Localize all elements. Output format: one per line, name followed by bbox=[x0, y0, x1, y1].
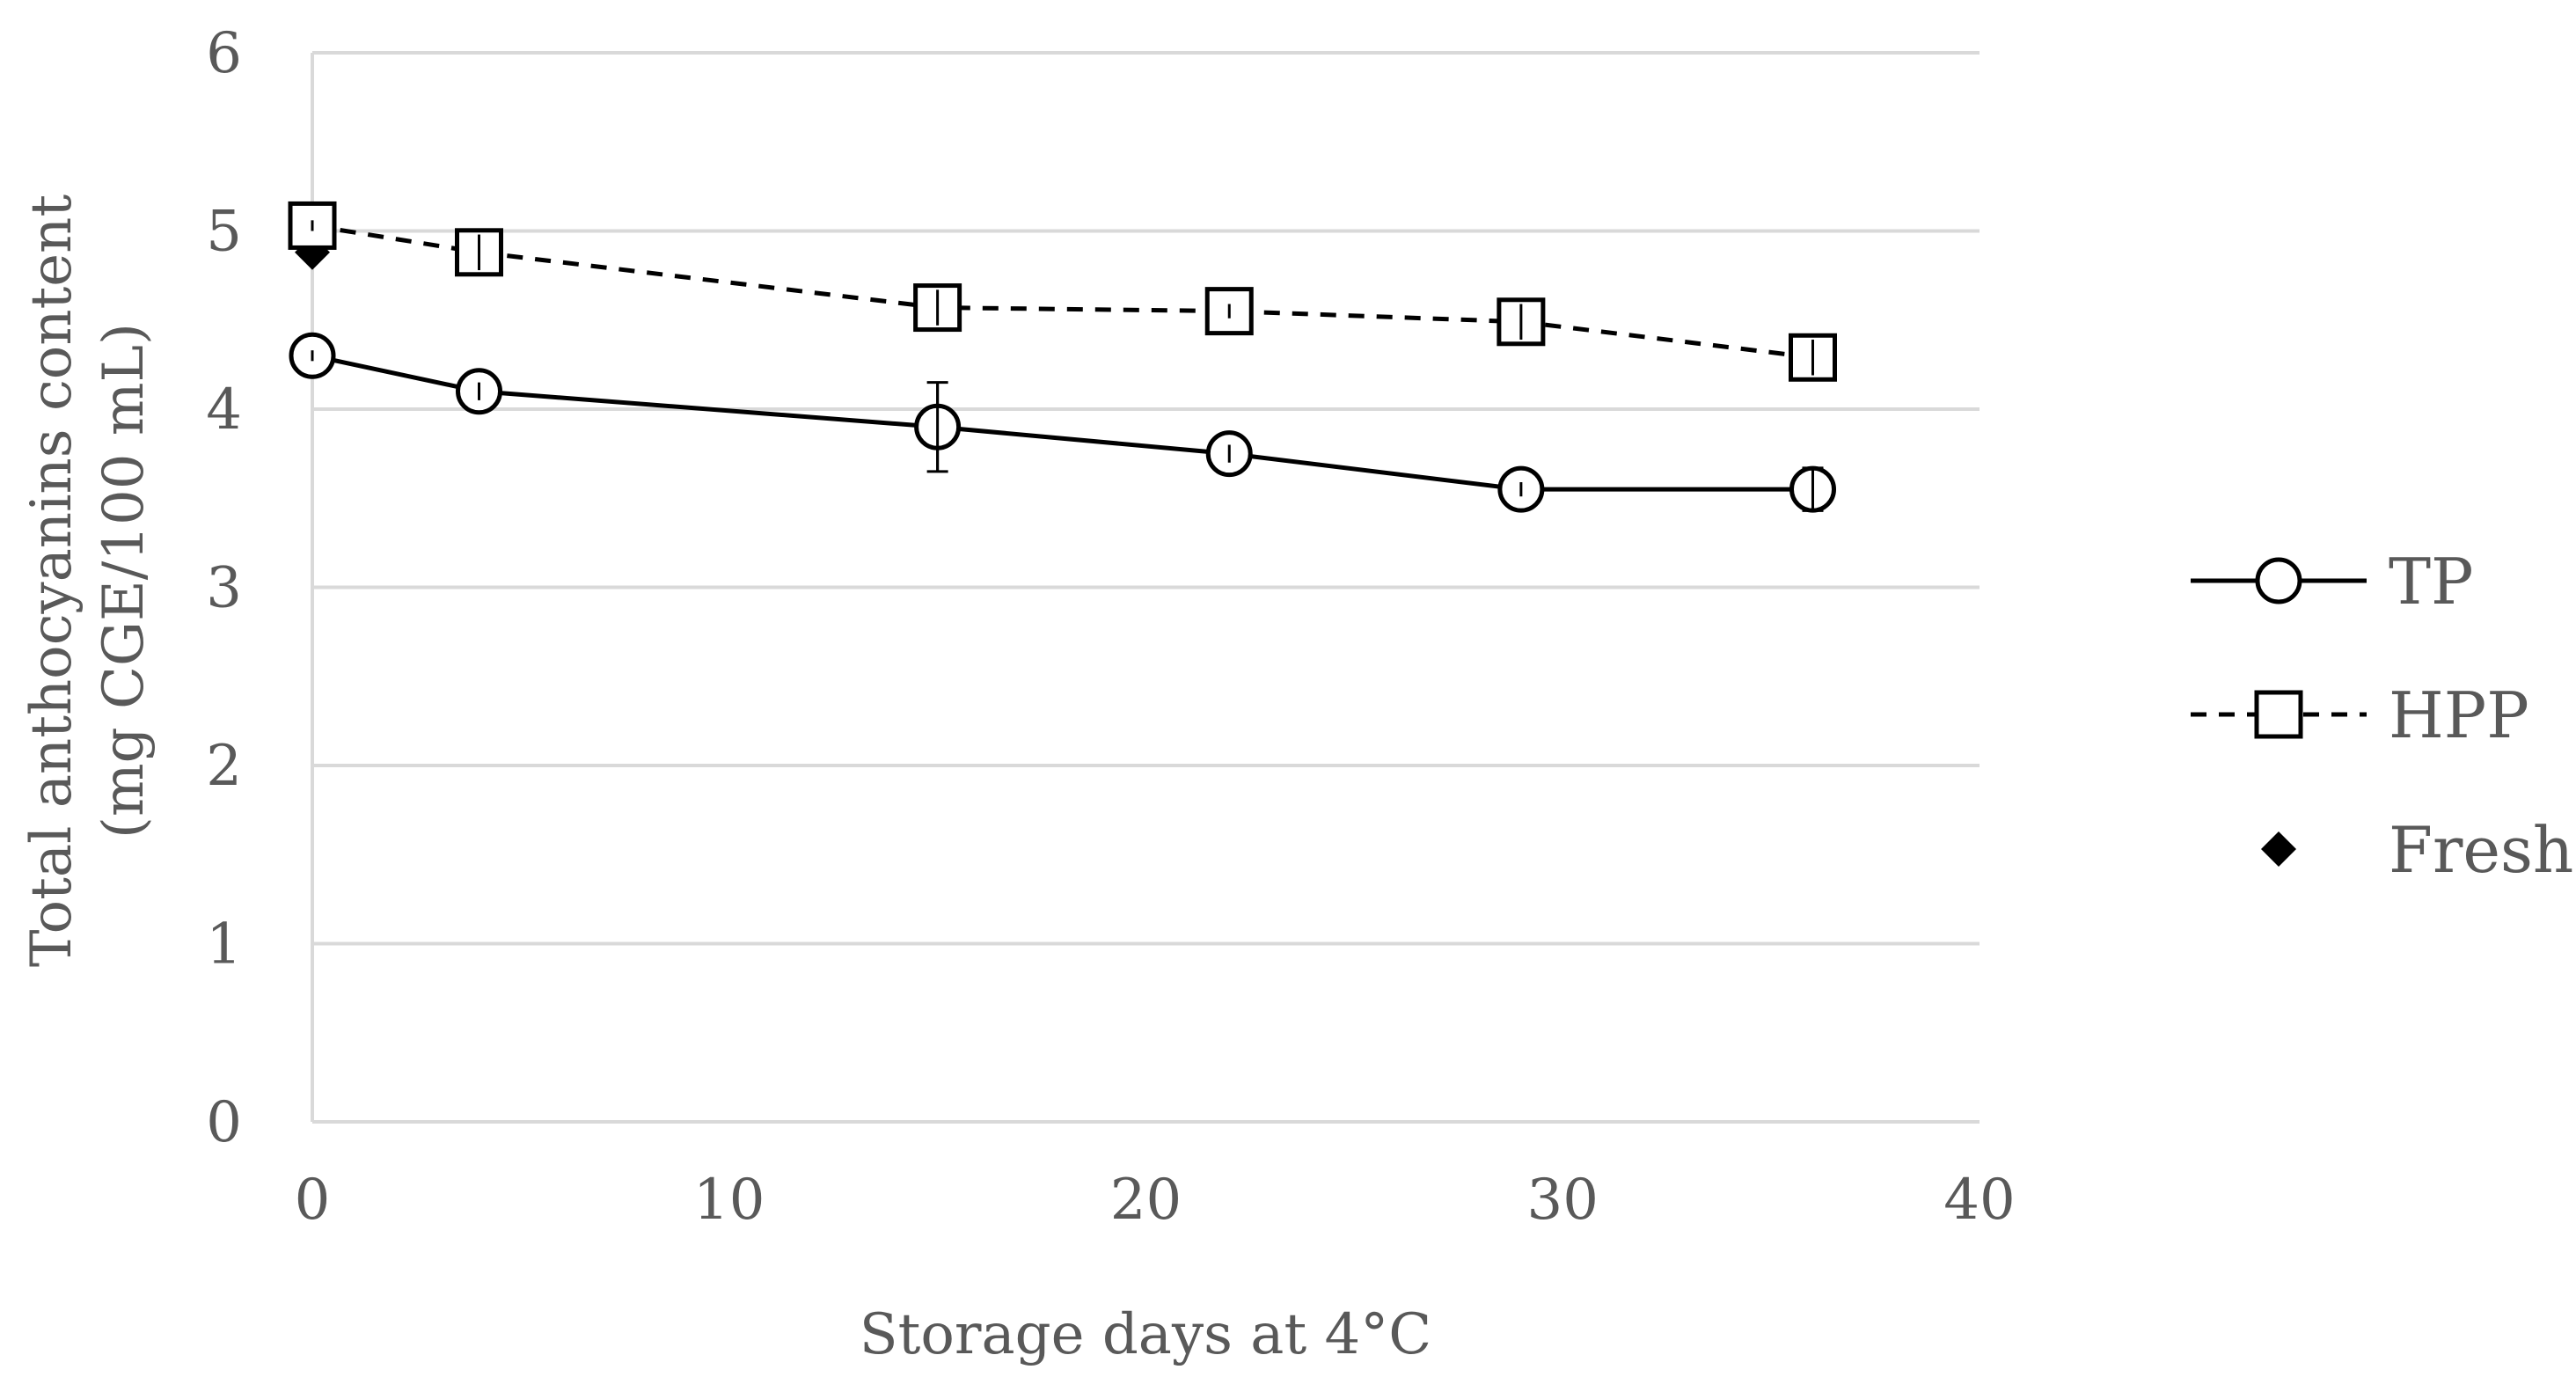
series-hpp bbox=[288, 201, 1837, 382]
y-axis-title-line2: (mg CGE/100 mL) bbox=[91, 323, 157, 839]
y-tick-label: 0 bbox=[206, 1090, 242, 1155]
grid-layer bbox=[312, 51, 1980, 946]
legend-item-tp: TP bbox=[2191, 545, 2473, 619]
y-tick-label: 4 bbox=[206, 377, 242, 443]
series-tp bbox=[289, 332, 1836, 513]
x-tick-label: 10 bbox=[693, 1168, 765, 1233]
legend-item-hpp: HPP bbox=[2191, 678, 2529, 752]
series-line-tp bbox=[311, 353, 1813, 492]
y-tick-label: 6 bbox=[206, 21, 242, 86]
series-line-hpp bbox=[311, 223, 1813, 360]
legend-marker-tp bbox=[2255, 557, 2302, 604]
y-tick-label: 3 bbox=[206, 556, 242, 621]
legend-marker-fresh bbox=[2261, 831, 2296, 867]
x-tick-label: 30 bbox=[1527, 1168, 1599, 1233]
y-tick-label: 5 bbox=[206, 200, 242, 265]
legend-marker-hpp bbox=[2254, 690, 2303, 739]
legend-label-hpp: HPP bbox=[2389, 678, 2529, 752]
legend-item-fresh: Fresh bbox=[2261, 813, 2573, 887]
x-tick-label: 0 bbox=[295, 1168, 331, 1233]
axis-layer: 0 1 2 3 4 5 6 0 10 20 30 40 bbox=[206, 21, 2015, 1233]
x-axis-title: Storage days at 4°C bbox=[860, 1302, 1431, 1367]
x-tick-label: 40 bbox=[1943, 1168, 2015, 1233]
legend-label-fresh: Fresh bbox=[2389, 813, 2573, 887]
y-axis-title-line1: Total anthocyanins content bbox=[19, 194, 84, 967]
y-tick-label: 1 bbox=[206, 912, 242, 978]
series-layer bbox=[288, 201, 1837, 513]
legend-label-tp: TP bbox=[2389, 545, 2473, 619]
x-tick-label: 20 bbox=[1110, 1168, 1182, 1233]
y-tick-label: 2 bbox=[206, 734, 242, 799]
legend: TP HPP Fresh bbox=[2191, 545, 2573, 887]
